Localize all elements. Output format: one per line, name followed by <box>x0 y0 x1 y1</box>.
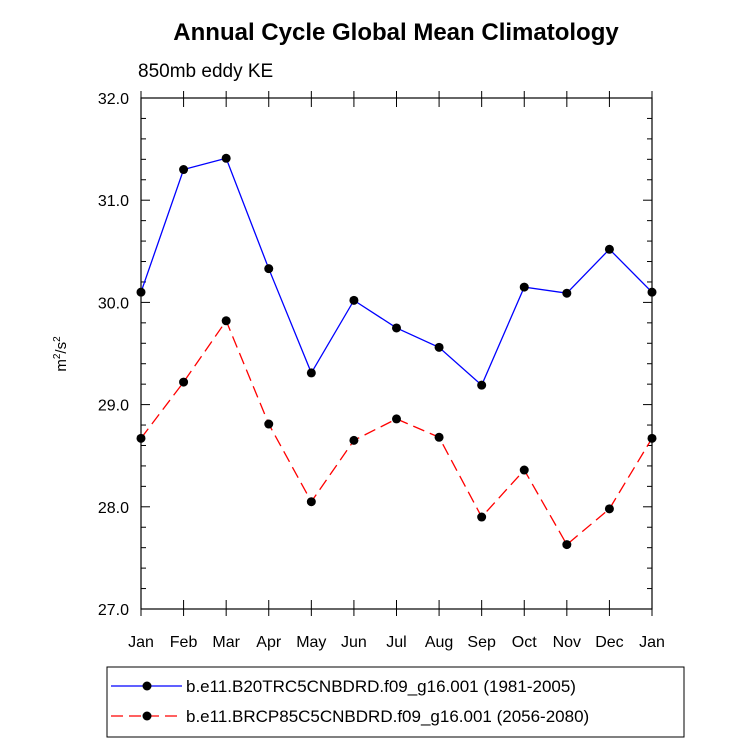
series-1-point <box>136 287 146 297</box>
series-2-point <box>349 435 359 445</box>
y-tick-label: 30.0 <box>98 295 129 312</box>
x-tick-label: Mar <box>212 634 240 651</box>
legend: b.e11.B20TRC5CNBDRD.f09_g16.001 (1981-20… <box>111 677 589 726</box>
series-1-point <box>647 287 657 297</box>
series-1-point <box>392 323 401 333</box>
series-2-point <box>179 377 189 387</box>
legend-box <box>106 666 685 738</box>
series-layer <box>136 153 657 550</box>
chart-title: Annual Cycle Global Mean Climatology <box>173 19 619 46</box>
x-tick-label: Jan <box>128 634 154 651</box>
series-1-point <box>477 380 487 390</box>
y-tick-label: 28.0 <box>98 500 129 517</box>
x-tick-label: May <box>296 634 326 651</box>
legend-marker-1 <box>142 681 152 691</box>
legend-label-2: b.e11.BRCP85C5CNBDRD.f09_g16.001 (2056-2… <box>186 707 589 726</box>
series-1-point <box>604 244 614 254</box>
plot-frame <box>140 97 653 610</box>
chart-subtitle: 850mb eddy KE <box>138 61 273 82</box>
x-axis: Jan Feb Mar Apr May Jun Jul Aug Sep Oct Nov Dec Jan <box>128 91 665 651</box>
y-tick-label: 27.0 <box>98 602 129 619</box>
series-1-point <box>434 342 444 352</box>
y-axis-label: m2/s2 <box>52 336 70 372</box>
series-1-point <box>221 153 231 163</box>
y-tick-label: 29.0 <box>98 398 129 415</box>
x-tick-label: Jun <box>341 634 367 651</box>
series-2-point <box>434 432 444 442</box>
series-1-point <box>519 282 529 292</box>
series-2-point <box>647 433 657 443</box>
x-tick-label: Jul <box>386 634 406 651</box>
series-line-1 <box>140 157 653 387</box>
y-tick-label: 32.0 <box>98 91 129 108</box>
series-1-point <box>306 368 316 378</box>
series-1-point <box>179 165 189 175</box>
series-2-point <box>221 316 231 326</box>
series-2-point <box>264 419 274 429</box>
x-tick-label: Sep <box>467 634 496 651</box>
x-tick-label: Aug <box>425 634 453 651</box>
series-2-point <box>392 414 401 424</box>
series-1-point <box>349 295 359 305</box>
legend-marker-2 <box>142 711 152 721</box>
x-tick-label: Apr <box>256 634 282 651</box>
series-1-point <box>562 288 572 298</box>
x-tick-label: Oct <box>512 634 537 651</box>
series-2-point <box>477 512 487 522</box>
x-tick-label: Dec <box>595 634 623 651</box>
series-2-point <box>562 540 572 550</box>
series-2-point <box>519 465 529 475</box>
series-line-2 <box>140 319 653 546</box>
series-1-point <box>264 264 274 274</box>
series-2-point <box>136 433 146 443</box>
y-axis: 27.0 28.0 29.0 30.0 31.0 32.0 <box>98 91 652 619</box>
series-2-point <box>604 504 614 514</box>
legend-label-1: b.e11.B20TRC5CNBDRD.f09_g16.001 (1981-20… <box>186 677 576 696</box>
x-tick-label: Nov <box>553 634 581 651</box>
series-2-point <box>306 497 316 507</box>
x-tick-label: Feb <box>170 634 198 651</box>
x-tick-label: Jan <box>639 634 665 651</box>
y-tick-label: 31.0 <box>98 193 129 210</box>
